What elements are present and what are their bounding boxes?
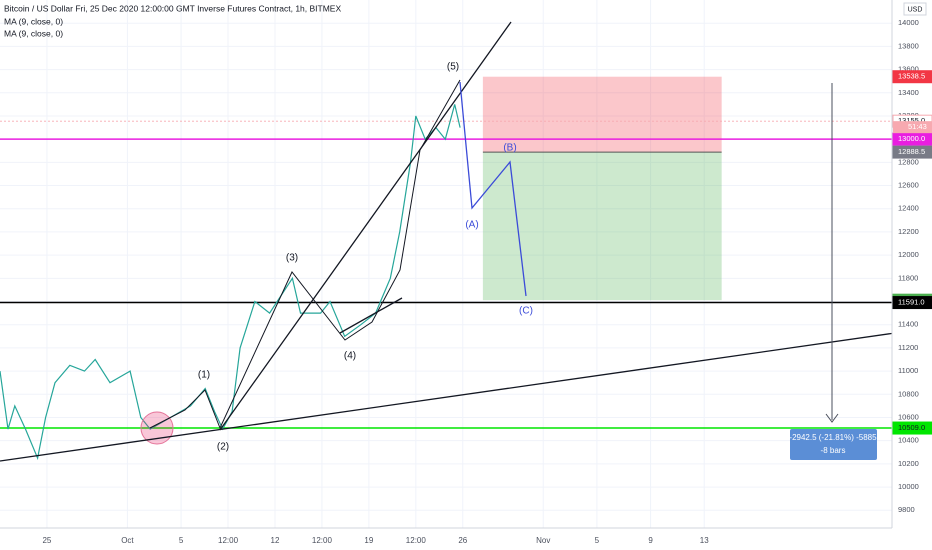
price-axis [892, 0, 932, 550]
y-tick-label: 14000 [898, 18, 919, 27]
zones [482, 76, 722, 301]
y-tick-label: 11200 [898, 343, 918, 352]
price-line [0, 104, 461, 461]
price-marker-label: 12888.5 [898, 147, 925, 156]
x-tick-label: 9 [648, 536, 653, 545]
price-marker-label: 13155.0 [898, 116, 925, 125]
x-tick-label: Nov [536, 536, 550, 545]
x-tick-label: 12 [271, 536, 280, 545]
target-zone [482, 152, 722, 301]
x-tick-label: 25 [42, 536, 51, 545]
wave-label: (2) [217, 442, 229, 453]
measure-bars: -8 bars [821, 446, 846, 455]
indicator: MA (9, close, 0) [4, 28, 63, 38]
wave-label: (4) [344, 351, 356, 362]
price-marker [892, 421, 932, 435]
trend-line [219, 21, 512, 431]
y-tick-label: 10600 [898, 412, 919, 421]
price-marker [892, 70, 932, 84]
correction-path [459, 81, 527, 297]
x-tick-label: 26 [458, 536, 467, 545]
price [0, 104, 461, 461]
x-tick-label: Oct [121, 536, 134, 545]
y-tick-label: 13800 [898, 41, 919, 50]
stop-zone [482, 76, 722, 153]
y-tick-label: 11800 [898, 273, 918, 282]
y-tick-label: 10000 [898, 482, 919, 491]
wave-label: (3) [286, 253, 298, 264]
trend-line [0, 332, 896, 462]
y-tick-label: 10400 [898, 436, 919, 445]
measure-box [790, 429, 877, 460]
y-tick-label: 12000 [898, 250, 919, 259]
x-tick-label: 12:00 [312, 536, 333, 545]
y-tick-label: 13600 [898, 65, 919, 74]
x-tick-label: 19 [364, 536, 373, 545]
wave-label: (A) [465, 220, 478, 231]
y-tick-label: 9800 [898, 505, 915, 514]
wave-label: (C) [519, 306, 533, 317]
countdown: 51:43 [908, 122, 927, 131]
y-tick-label: 12400 [898, 204, 919, 213]
price-marker-label: 13000.0 [898, 134, 925, 143]
wave-labels: (1) (2) (3) (4) (5) (A) (B) (C) [198, 62, 533, 453]
wave-label: (1) [198, 370, 210, 381]
measure-text: -2942.5 (-21.81%) -5885 [789, 433, 877, 442]
price-marker [892, 145, 932, 159]
wave-path [149, 79, 461, 430]
x-tick-label: 12:00 [406, 536, 427, 545]
wave-label: (B) [503, 143, 516, 154]
x-tick-label: 13 [700, 536, 709, 545]
price-marker-label: 13538.5 [898, 72, 925, 81]
price-marker-label: 10509.0 [898, 423, 925, 432]
x-tick-label: 5 [179, 536, 184, 545]
y-tick-label: 12200 [898, 227, 919, 236]
y-tick-label: 11400 [898, 320, 918, 329]
grid [0, 0, 892, 528]
indicator: MA (9, close, 0) [4, 16, 63, 26]
y-tick-label: 11000 [898, 366, 918, 375]
axes: 9800 10000 10200 10400 10600 10800 11000 11200 1… [42, 18, 932, 545]
currency: USD [908, 6, 923, 13]
trend-line [339, 297, 403, 334]
y-tick-label: 10800 [898, 389, 919, 398]
wave-label: (5) [447, 62, 459, 73]
countdown-box [893, 121, 932, 134]
currency-box [903, 2, 927, 16]
measure-arrow-head [825, 413, 839, 423]
price-marker-label: 11591.0 [898, 298, 925, 307]
y-tick-label: 12800 [898, 157, 919, 166]
y-tick-label: 13400 [898, 88, 919, 97]
x-tick-label: 12:00 [218, 536, 239, 545]
y-tick-label: 12600 [898, 181, 919, 190]
chart-title: Bitcoin / US Dollar Fri, 25 Dec 2020 12:… [4, 3, 341, 13]
price-marker [892, 296, 932, 310]
y-tick-label: 10200 [898, 459, 919, 468]
x-tick-label: 5 [595, 536, 600, 545]
